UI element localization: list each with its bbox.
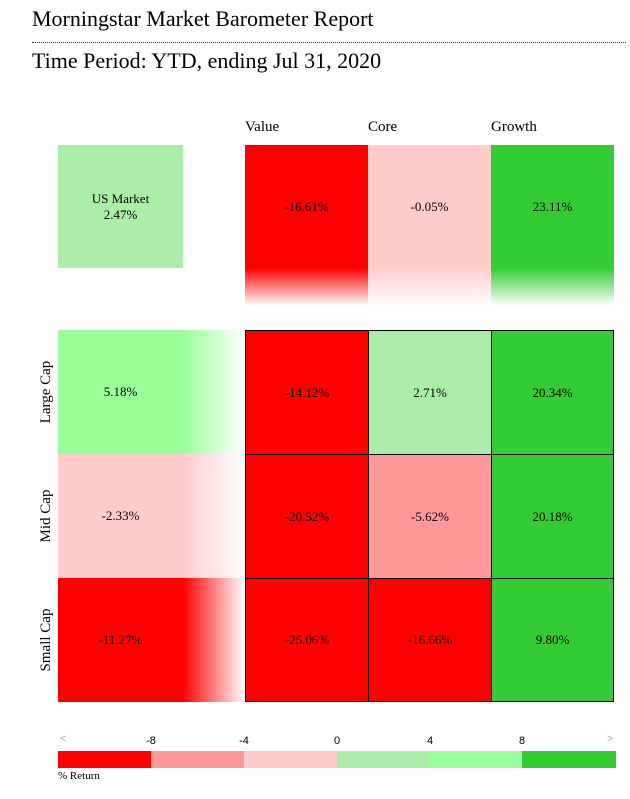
legend-tick: 8 [518, 735, 526, 747]
column-total-core: -0.05% [368, 145, 491, 268]
legend-caption: % Return [58, 770, 100, 782]
large-cap-fade-bar [183, 330, 245, 454]
style-box-grid: -14.12% 2.71% 20.34% -20.52% -5.62% 20.1… [245, 330, 614, 702]
growth-fade-bar [491, 268, 614, 306]
cell-mid-value: -20.52% [246, 455, 369, 579]
legend-swatch [58, 751, 151, 768]
cell-small-value: -25.06% [246, 579, 369, 701]
legend-swatch [522, 751, 616, 768]
legend-swatch [151, 751, 244, 768]
column-header-growth: Growth [491, 119, 537, 135]
row-total-small-cap: -11.27% [58, 578, 183, 702]
legend-right-arrow: > [607, 733, 614, 745]
legend-tick: -8 [146, 735, 156, 747]
column-header-value: Value [245, 119, 280, 135]
cell-large-growth: 20.34% [492, 331, 613, 455]
cell-large-value: -14.12% [246, 331, 369, 455]
legend-left-arrow: < [60, 733, 67, 745]
small-cap-fade-bar [183, 578, 245, 702]
cell-mid-growth: 20.18% [492, 455, 613, 579]
column-header-core: Core [368, 119, 398, 135]
time-period: Time Period: YTD, ending Jul 31, 2020 [32, 48, 382, 73]
cell-small-core: -16.66% [369, 579, 492, 701]
column-total-growth: 23.11% [491, 145, 614, 268]
legend-swatch [244, 751, 337, 768]
us-market-cell: US Market 2.47% [58, 145, 183, 268]
mid-cap-fade-bar [183, 454, 245, 578]
cell-large-core: 2.71% [369, 331, 492, 455]
row-total-mid-cap: -2.33% [58, 454, 183, 578]
core-fade-bar [368, 268, 491, 306]
legend-tick: -4 [239, 735, 249, 747]
us-market-value: 2.47% [103, 206, 138, 222]
row-label-mid-cap: Mid Cap [38, 489, 54, 543]
legend-tick: 0 [333, 735, 341, 747]
column-total-value: -16.61% [245, 145, 368, 268]
cell-mid-core: -5.62% [369, 455, 492, 579]
row-label-large-cap: Large Cap [38, 360, 54, 424]
legend-swatch [337, 751, 430, 768]
row-label-small-cap: Small Cap [38, 608, 54, 672]
legend-tick: 4 [426, 735, 434, 747]
value-fade-bar [245, 268, 368, 306]
row-total-large-cap: 5.18% [58, 330, 183, 454]
us-market-label: US Market [91, 190, 150, 206]
legend-swatch [430, 751, 522, 768]
report-title: Morningstar Market Barometer Report [32, 6, 374, 31]
cell-small-growth: 9.80% [492, 579, 613, 701]
title-divider [32, 42, 626, 43]
